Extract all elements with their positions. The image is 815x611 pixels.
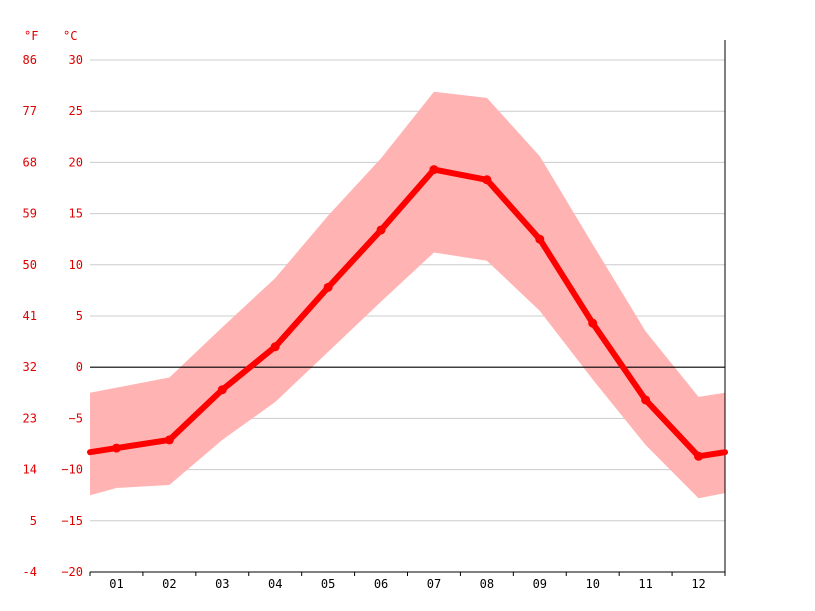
x-tick-label: 01 xyxy=(109,577,123,591)
average-temperature-line xyxy=(87,166,728,460)
data-point xyxy=(694,451,704,461)
x-tick-label: 06 xyxy=(374,577,388,591)
y-tick-label-fahrenheit: 86 xyxy=(23,53,37,67)
celsius-unit-label: °C xyxy=(63,29,77,43)
range-area xyxy=(90,91,725,499)
data-point xyxy=(270,342,280,352)
y-tick-label-celsius: 5 xyxy=(76,309,83,323)
y-tick-label-fahrenheit: 59 xyxy=(23,207,37,221)
axis-labels: °F °C 30862577206815591050541032−523−101… xyxy=(23,29,706,591)
data-point xyxy=(376,225,386,235)
y-tick-label-fahrenheit: 41 xyxy=(23,309,37,323)
x-tick-label: 03 xyxy=(215,577,229,591)
x-tick-label: 05 xyxy=(321,577,335,591)
data-point xyxy=(482,175,492,185)
data-point xyxy=(641,395,651,405)
data-points xyxy=(111,165,704,461)
x-tick-label: 02 xyxy=(162,577,176,591)
y-tick-label-fahrenheit: 77 xyxy=(23,104,37,118)
x-tick-label: 04 xyxy=(268,577,282,591)
y-tick-label-celsius: 0 xyxy=(76,360,83,374)
data-point xyxy=(588,318,598,328)
y-tick-label-celsius: −20 xyxy=(61,565,83,579)
y-tick-label-fahrenheit: 23 xyxy=(23,411,37,425)
data-point xyxy=(429,165,439,175)
temperature-range-band xyxy=(90,91,725,499)
y-tick-label-celsius: 15 xyxy=(69,207,83,221)
x-tick-label: 09 xyxy=(533,577,547,591)
y-tick-label-fahrenheit: 50 xyxy=(23,258,37,272)
y-tick-label-fahrenheit: 68 xyxy=(23,155,37,169)
y-tick-label-celsius: 20 xyxy=(69,155,83,169)
x-tick-label: 11 xyxy=(638,577,652,591)
y-tick-label-fahrenheit: -4 xyxy=(23,565,37,579)
average-line-path xyxy=(87,166,728,460)
y-tick-label-celsius: 25 xyxy=(69,104,83,118)
y-tick-label-fahrenheit: 32 xyxy=(23,360,37,374)
data-point xyxy=(217,385,227,395)
fahrenheit-unit-label: °F xyxy=(24,29,38,43)
data-point xyxy=(535,234,545,244)
y-tick-label-celsius: 10 xyxy=(69,258,83,272)
y-tick-label-fahrenheit: 14 xyxy=(23,463,37,477)
x-tick-label: 08 xyxy=(480,577,494,591)
data-point xyxy=(323,282,333,292)
x-tick-label: 12 xyxy=(691,577,705,591)
x-tick-label: 10 xyxy=(585,577,599,591)
axes xyxy=(89,40,726,576)
data-point xyxy=(111,443,121,453)
y-tick-label-celsius: 30 xyxy=(69,53,83,67)
y-tick-label-celsius: −15 xyxy=(61,514,83,528)
y-tick-label-fahrenheit: 5 xyxy=(30,514,37,528)
x-tick-label: 07 xyxy=(427,577,441,591)
data-point xyxy=(164,435,174,445)
y-tick-label-celsius: −5 xyxy=(69,411,83,425)
y-tick-label-celsius: −10 xyxy=(61,463,83,477)
